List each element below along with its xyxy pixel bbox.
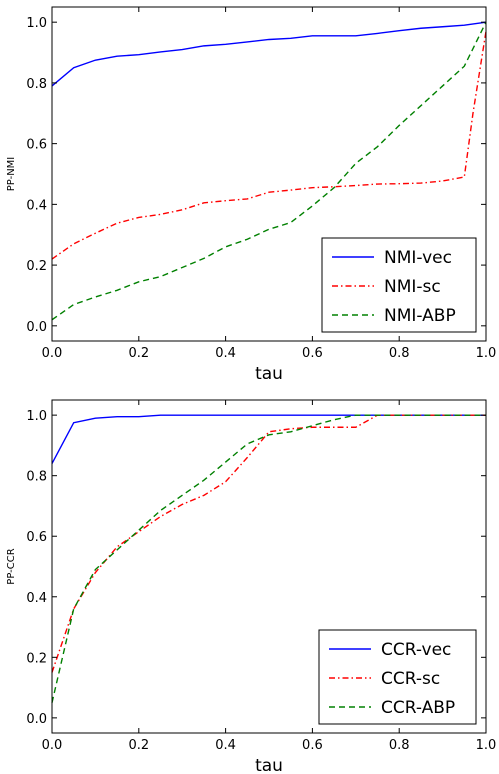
x-tick-label: 0.0 <box>42 738 63 753</box>
y-axis-label: PP-NMI <box>6 157 17 192</box>
legend-label-ccr-sc: CCR-sc <box>381 669 440 689</box>
x-tick-label: 1.0 <box>476 346 497 361</box>
axes-frame <box>51 6 487 342</box>
x-tick-label: 0.8 <box>389 738 410 753</box>
legend-box <box>321 237 477 333</box>
y-tick-label: 0.8 <box>26 77 47 92</box>
x-tick-label: 0.4 <box>215 738 236 753</box>
y-tick-label: 0.2 <box>26 259 47 274</box>
legend: CCR-vec CCR-sc CCR-ABP <box>318 629 477 725</box>
x-tick-label: 0.2 <box>128 346 149 361</box>
x-tick-label: 0.2 <box>128 738 149 753</box>
y-tick-label: 0.0 <box>26 320 47 335</box>
x-axis-label: tau <box>255 756 283 774</box>
x-tick-label: 0.4 <box>215 346 236 361</box>
y-tick-label: 0.2 <box>26 651 47 666</box>
axes-frame <box>51 399 487 734</box>
y-tick-label: 0.4 <box>26 591 47 606</box>
x-tick-label: 0.6 <box>302 738 323 753</box>
series-line-nmi-vec <box>51 21 487 87</box>
x-tick-label: 0.0 <box>42 346 63 361</box>
y-tick-label: 1.0 <box>26 409 47 424</box>
legend-box <box>318 629 477 725</box>
y-tick-label: 0.6 <box>26 530 47 545</box>
x-tick-label: 0.8 <box>389 346 410 361</box>
y-tick-label: 1.0 <box>26 16 47 31</box>
series-line-ccr-sc <box>51 414 486 673</box>
y-tick-label: 0.8 <box>26 470 47 485</box>
series-line-nmi-sc <box>51 31 487 260</box>
legend-label-ccr-abp: CCR-ABP <box>381 698 455 718</box>
x-axis-label: tau <box>255 364 283 384</box>
y-tick-label: 0.6 <box>26 138 47 153</box>
series-line-ccr-abp <box>51 414 486 703</box>
x-tick-label: 1.0 <box>476 738 497 753</box>
legend-label-ccr-vec: CCR-vec <box>381 640 451 660</box>
legend-label-nmi-sc: NMI-sc <box>384 277 441 297</box>
legend: NMI-vec NMI-sc NMI-ABP <box>321 237 477 333</box>
x-tick-label: 0.6 <box>302 346 323 361</box>
y-tick-label: 0.0 <box>26 712 47 727</box>
chart-panel-1: 0.0 0.2 0.4 0.6 0.8 1.0 0.0 0.2 0.4 0.6 0.8 1.0 tau P… <box>6 6 497 384</box>
y-tick-label: 0.4 <box>26 198 47 213</box>
chart-panel-2: 0.0 0.2 0.4 0.6 0.8 1.0 0.0 0.2 0.4 0.6 0.8 1.0 tau P… <box>6 399 497 774</box>
legend-label-nmi-abp: NMI-ABP <box>384 306 456 326</box>
legend-label-nmi-vec: NMI-vec <box>384 248 452 268</box>
series-line-nmi-abp <box>51 21 487 321</box>
y-axis-label: PP-CCR <box>6 548 17 584</box>
